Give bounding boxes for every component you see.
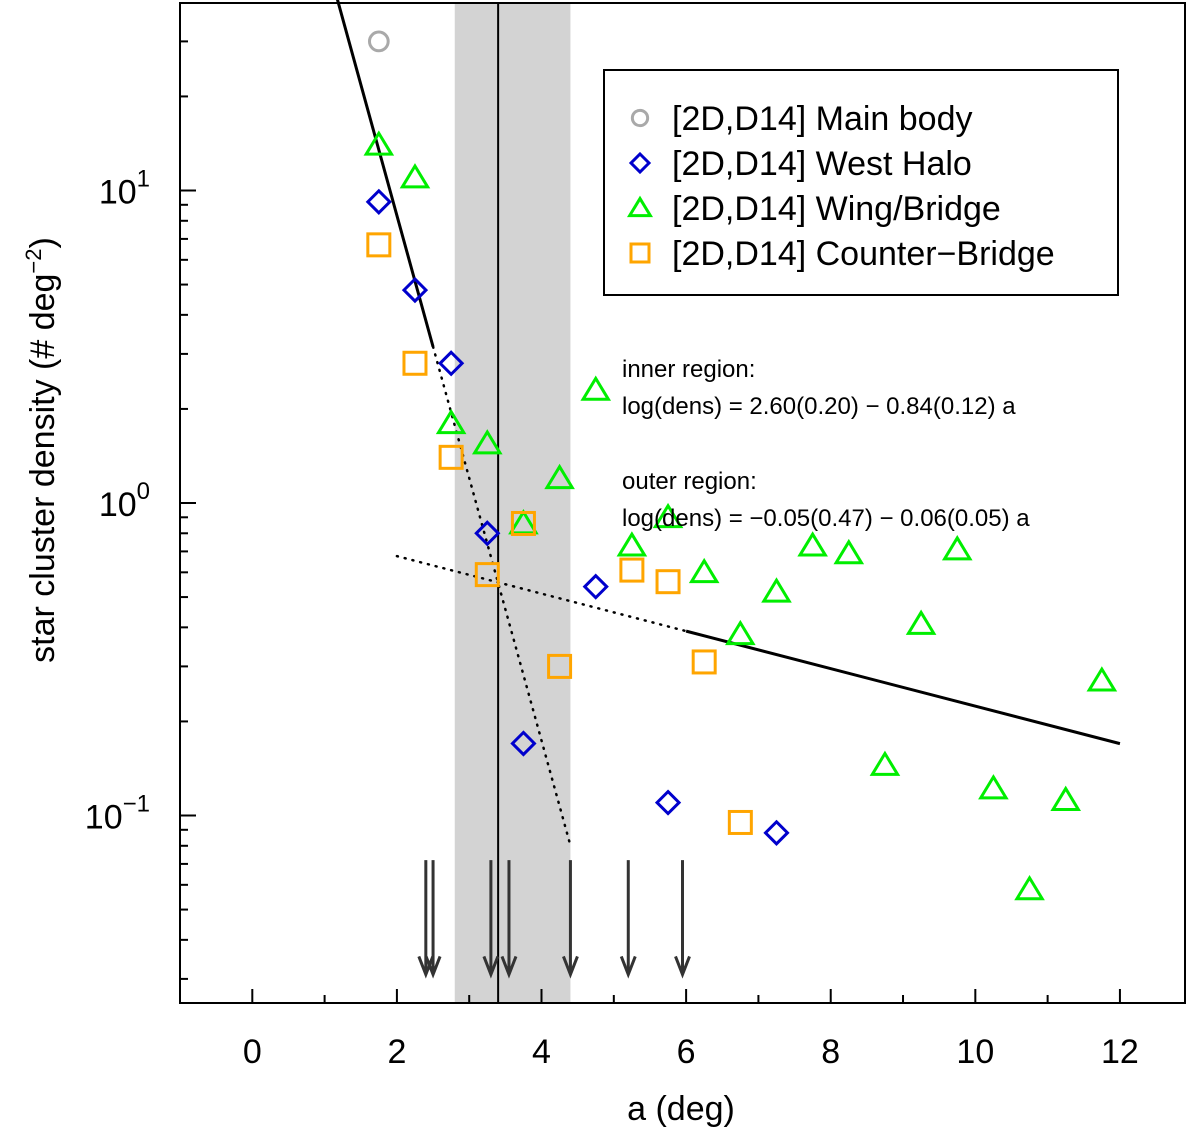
point-triangle-5: [544, 463, 575, 490]
point-triangle-17: [978, 774, 1009, 800]
fit-lines-layer: [335, 0, 1121, 847]
y-tick-label-2: 101: [99, 166, 150, 212]
legend-marker-0: [630, 108, 650, 128]
x-tick-label-5: 10: [956, 1033, 994, 1071]
data-points-layer: [363, 30, 1118, 901]
point-triangle-12: [797, 531, 828, 557]
legend-label-3: [2D,D14] Counter−Bridge: [672, 235, 1055, 273]
fit-0-dotted-line: [431, 345, 572, 847]
point-square-2: [438, 444, 464, 470]
point-triangle-16: [941, 535, 973, 561]
legend-marker-1: [628, 151, 652, 175]
legend-marker-3: [629, 242, 651, 264]
outer-region-equation: log(dens) = −0.05(0.47) − 0.06(0.05) a: [622, 505, 1030, 532]
point-square-4: [510, 510, 536, 536]
point-diamond-4: [510, 730, 537, 757]
point-diamond-0: [365, 188, 392, 215]
point-triangle-14: [869, 750, 901, 776]
point-triangle-19: [1050, 785, 1082, 811]
inner-region-title: inner region:: [622, 356, 755, 383]
point-triangle-20: [1086, 666, 1118, 692]
point-diamond-7: [763, 819, 790, 846]
arrow-head-0: [417, 955, 435, 979]
y-axis-title-close: ): [24, 237, 62, 248]
x-axis-title: a (deg): [627, 1090, 735, 1128]
point-diamond-3: [474, 520, 501, 547]
point-square-8: [691, 649, 717, 675]
arrow-head-3: [500, 955, 518, 979]
axes-layer: 02468101210310210110010−1: [85, 2, 1186, 1071]
point-diamond-2: [438, 350, 465, 377]
y-tick-label-3: 100: [99, 478, 150, 524]
point-triangle-7: [616, 531, 648, 557]
point-triangle-9: [688, 557, 720, 584]
fit-annotations: inner region: log(dens) = 2.60(0.20) − 0…: [622, 356, 1030, 532]
x-tick-label-3: 6: [677, 1033, 696, 1071]
point-triangle-2: [435, 408, 467, 435]
point-triangle-13: [833, 538, 865, 565]
point-diamond-5: [582, 573, 609, 600]
point-square-6: [619, 557, 645, 583]
y-axis-title-main: star cluster density (# deg: [24, 274, 62, 663]
point-diamond-6: [654, 789, 682, 816]
point-square-3: [474, 562, 500, 588]
legend-marker-2: [626, 195, 654, 218]
shaded-band: [454, 3, 571, 1003]
legend: [2D,D14] Main body [2D,D14] West Halo [2D,…: [603, 69, 1119, 296]
arrow-head-1: [424, 955, 442, 979]
point-triangle-4: [508, 509, 539, 535]
legend-label-1: [2D,D14] West Halo: [672, 145, 972, 183]
point-square-1: [402, 350, 428, 376]
point-triangle-1: [399, 163, 431, 189]
point-square-0: [366, 232, 392, 258]
x-tick-label-2: 4: [532, 1033, 551, 1071]
legend-label-0: [2D,D14] Main body: [672, 100, 973, 138]
x-tick-label-1: 2: [387, 1033, 406, 1071]
point-triangle-10: [725, 619, 756, 646]
arrow-head-2: [482, 955, 500, 979]
x-tick-label-0: 0: [243, 1033, 262, 1071]
point-triangle-15: [905, 609, 937, 635]
arrow-head-4: [562, 955, 579, 979]
point-triangle-0: [363, 130, 395, 156]
outer-region-title: outer region:: [622, 468, 757, 495]
point-circle-3: [367, 30, 390, 53]
fit-1-dotted-line: [395, 554, 688, 633]
legend-box: [603, 69, 1119, 296]
fit-0-solid-line: [335, 0, 435, 348]
point-triangle-3: [471, 429, 503, 455]
point-triangle-11: [761, 577, 792, 603]
point-triangle-18: [1014, 874, 1045, 901]
point-triangle-8: [652, 502, 684, 529]
shaded-band-layer: [454, 3, 571, 1003]
arrow-head-5: [619, 955, 637, 979]
point-square-7: [655, 569, 681, 595]
legend-label-2: [2D,D14] Wing/Bridge: [672, 190, 1001, 228]
fit-1-solid-line: [685, 629, 1121, 746]
point-square-5: [547, 653, 573, 679]
y-axis-title: star cluster density (# deg−2): [21, 237, 62, 663]
y-axis-title-exponent: −2: [21, 248, 46, 273]
y-tick-label-4: 10−1: [85, 791, 150, 837]
x-tick-label-6: 12: [1101, 1033, 1139, 1071]
point-triangle-6: [580, 375, 612, 401]
inner-region-equation: log(dens) = 2.60(0.20) − 0.84(0.12) a: [622, 393, 1016, 420]
x-tick-label-4: 8: [821, 1033, 840, 1071]
arrow-head-6: [674, 955, 691, 979]
point-diamond-1: [401, 276, 429, 304]
point-square-9: [727, 809, 753, 835]
arrows-layer: [417, 860, 691, 979]
